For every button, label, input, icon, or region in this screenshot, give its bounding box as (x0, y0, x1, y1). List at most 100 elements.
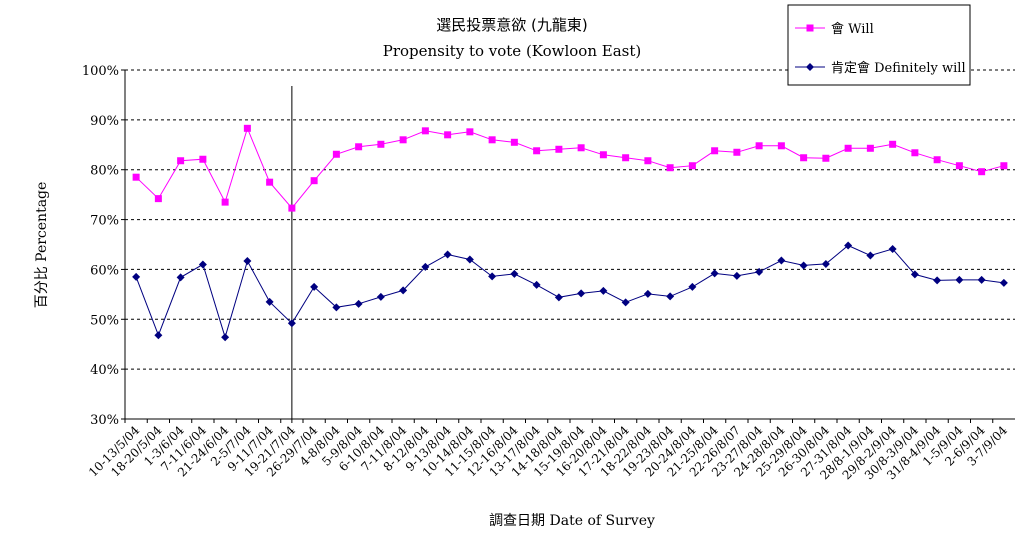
data-point-square (466, 128, 474, 136)
data-point-diamond (421, 262, 430, 271)
data-point-diamond (599, 286, 608, 295)
data-point-diamond (933, 276, 942, 285)
data-point-diamond (554, 293, 563, 302)
data-point-square (132, 173, 140, 181)
data-point-diamond (777, 256, 786, 265)
data-point-square (577, 144, 585, 152)
data-point-square (488, 136, 496, 144)
y-tick-label: 30% (90, 413, 119, 428)
data-point-diamond (999, 278, 1008, 287)
data-point-diamond (510, 269, 519, 278)
data-point-square (844, 144, 852, 152)
data-point-diamond (265, 297, 274, 306)
data-point-square (978, 168, 986, 176)
data-point-diamond (888, 244, 897, 253)
data-point-square (1000, 162, 1008, 170)
series-line (135, 244, 1004, 339)
y-tick-label: 80% (90, 164, 119, 179)
data-point-diamond (198, 260, 207, 269)
data-point-diamond (132, 272, 141, 281)
data-point-square (177, 157, 185, 165)
data-point-square (800, 154, 808, 162)
series-2 (132, 241, 1008, 342)
y-tick-label: 100% (82, 64, 119, 79)
series-1 (132, 124, 1008, 212)
data-point-diamond (977, 275, 986, 284)
data-point-diamond (399, 286, 408, 295)
series-group (132, 124, 1008, 342)
data-point-square (288, 204, 296, 212)
data-point-square (777, 142, 785, 150)
data-point-diamond (243, 256, 252, 265)
data-point-square (243, 124, 251, 132)
data-point-diamond (732, 271, 741, 280)
legend-definitely-label: 肯定會 Definitely will (831, 61, 966, 76)
x-axis-ticks: 10-13/5/0418-20/5/041-3/6/047-11/6/0421-… (86, 419, 1010, 482)
data-point-diamond (866, 251, 875, 260)
legend: 會 Will 肯定會 Definitely will (787, 4, 971, 86)
data-point-square (444, 131, 452, 139)
y-axis-label: 百分比 Percentage (34, 182, 50, 309)
data-point-diamond (844, 241, 853, 250)
data-point-diamond (821, 259, 830, 268)
data-point-diamond (799, 261, 808, 270)
data-point-diamond (332, 303, 341, 312)
data-point-diamond (465, 255, 474, 264)
data-point-square (599, 151, 607, 159)
data-point-diamond (154, 331, 163, 340)
data-point-diamond (532, 280, 541, 289)
data-point-diamond (710, 269, 719, 278)
data-point-diamond (310, 282, 319, 291)
legend-will-marker (806, 24, 814, 32)
data-point-square (622, 154, 630, 162)
data-point-diamond (376, 292, 385, 301)
data-point-diamond (666, 292, 675, 301)
data-point-diamond (176, 273, 185, 282)
data-point-square (688, 162, 696, 170)
data-point-square (711, 147, 719, 155)
data-point-diamond (488, 272, 497, 281)
data-point-square (666, 164, 674, 172)
chart-title: 選民投票意欲 (九龍東) (436, 16, 587, 34)
data-point-square (822, 154, 830, 162)
legend-definitely-marker (806, 63, 814, 71)
data-point-diamond (643, 289, 652, 298)
legend-will-label: 會 Will (831, 22, 874, 37)
data-point-square (266, 178, 274, 186)
data-point-diamond (755, 267, 764, 276)
chart-subtitle: Propensity to vote (Kowloon East) (383, 42, 642, 60)
data-point-square (199, 155, 207, 163)
data-point-square (933, 156, 941, 164)
data-point-square (332, 150, 340, 158)
data-point-square (889, 140, 897, 148)
data-point-square (955, 162, 963, 170)
legend-box (787, 4, 971, 86)
data-point-square (510, 138, 518, 146)
data-point-square (421, 127, 429, 135)
data-point-diamond (955, 275, 964, 284)
data-point-square (154, 195, 162, 203)
data-point-diamond (443, 250, 452, 259)
data-point-square (911, 149, 919, 157)
y-tick-label: 70% (90, 214, 119, 229)
data-point-diamond (354, 299, 363, 308)
data-point-diamond (577, 289, 586, 298)
data-point-diamond (910, 270, 919, 279)
data-point-diamond (287, 319, 296, 328)
data-point-diamond (621, 298, 630, 307)
data-point-square (755, 142, 763, 150)
gridlines (125, 69, 1015, 370)
data-point-square (377, 140, 385, 148)
data-point-square (355, 143, 363, 151)
data-point-square (555, 145, 563, 153)
x-axis-label: 調查日期 Date of Survey (489, 513, 655, 529)
series-line (135, 126, 1005, 209)
data-point-square (310, 177, 318, 185)
data-point-square (733, 148, 741, 156)
data-point-square (221, 198, 229, 206)
data-point-square (866, 144, 874, 152)
y-axis-ticks: 30% 40% 50% 60% 70% 80% 90% 100% (82, 64, 125, 428)
y-tick-label: 60% (90, 263, 119, 278)
y-tick-label: 40% (90, 363, 119, 378)
